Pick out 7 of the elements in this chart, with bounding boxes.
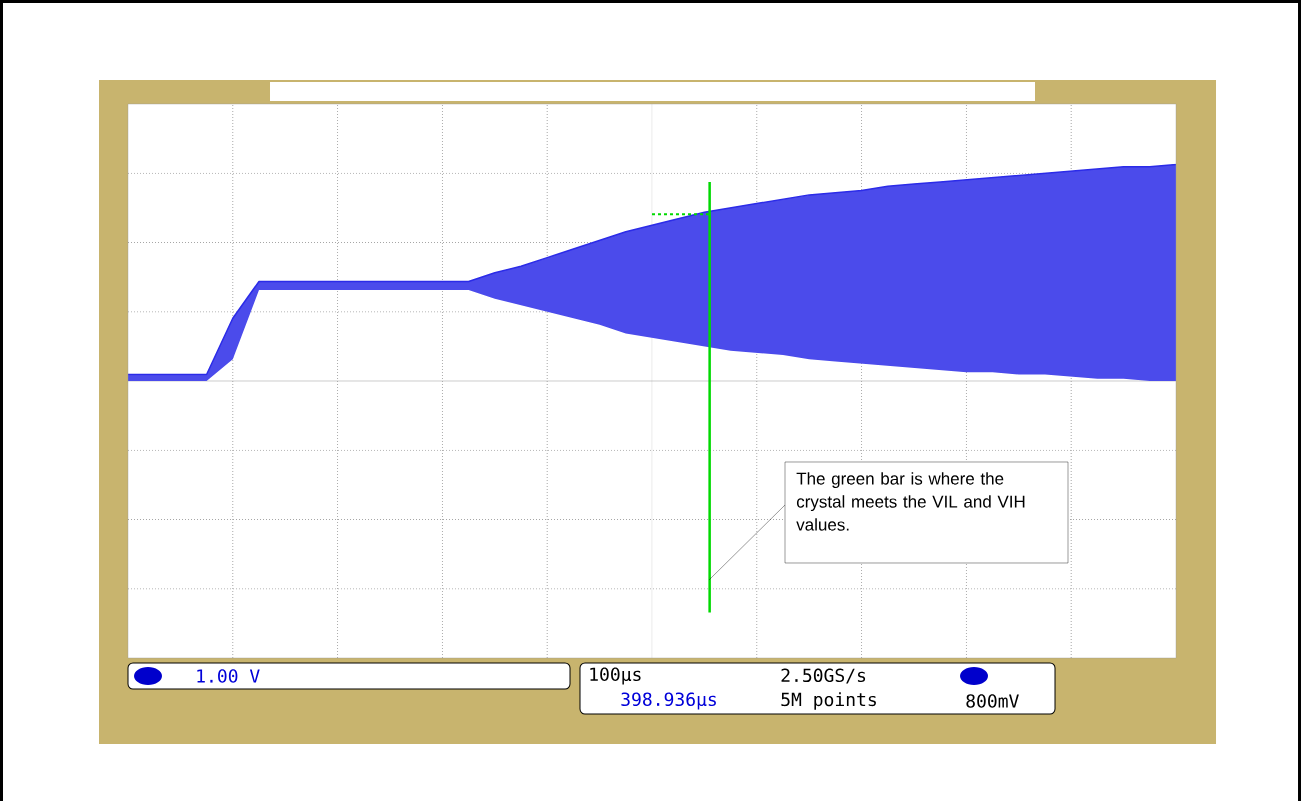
- text: 2.50GS/s: [781, 668, 866, 684]
- text: The green bar is where the crystal meets the VIL and VIH values.: [796, 472, 1025, 531]
- text: 1.00 V: [197, 669, 260, 683]
- text: 800mV: [966, 694, 1019, 708]
- text: 398.936µs: [621, 692, 716, 710]
- text: 5M points: [781, 692, 876, 710]
- text: 100µs: [590, 667, 641, 685]
